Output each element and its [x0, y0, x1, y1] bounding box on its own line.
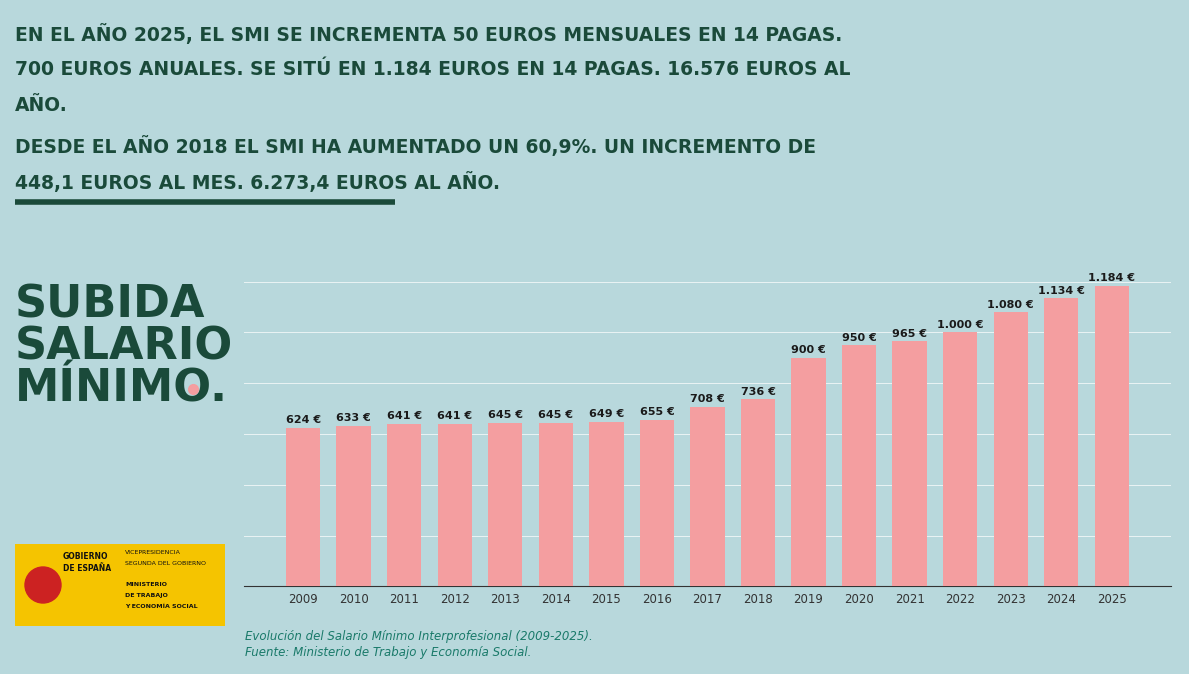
Text: MINISTERIO: MINISTERIO [125, 582, 166, 587]
Bar [438, 423, 472, 586]
Text: DE ESPAÑA: DE ESPAÑA [63, 564, 111, 573]
Text: Evolución del Salario Mínimo Interprofesional (2009-2025).: Evolución del Salario Mínimo Interprofes… [245, 630, 593, 643]
Text: 965 €: 965 € [892, 329, 927, 339]
Text: 1.184 €: 1.184 € [1088, 273, 1135, 283]
Text: 448,1 EUROS AL MES. 6.273,4 EUROS AL AÑO.: 448,1 EUROS AL MES. 6.273,4 EUROS AL AÑO… [15, 172, 501, 193]
Text: SALARIO: SALARIO [15, 326, 233, 369]
Text: Y ECONOMÍA SOCIAL: Y ECONOMÍA SOCIAL [125, 604, 197, 609]
Bar [285, 428, 320, 586]
Bar [336, 425, 371, 586]
Text: SEGUNDA DEL GOBIERNO: SEGUNDA DEL GOBIERNO [125, 561, 206, 566]
Text: 633 €: 633 € [336, 413, 371, 423]
Text: DESDE EL AÑO 2018 EL SMI HA AUMENTADO UN 60,9%. UN INCREMENTO DE: DESDE EL AÑO 2018 EL SMI HA AUMENTADO UN… [15, 136, 816, 157]
Bar [1095, 286, 1130, 586]
Text: 649 €: 649 € [589, 409, 624, 419]
Bar [994, 312, 1028, 586]
Text: SUBIDA: SUBIDA [15, 284, 206, 327]
Bar [590, 421, 623, 586]
Bar [792, 358, 825, 586]
Text: MÍNIMO.: MÍNIMO. [15, 368, 228, 411]
Text: EN EL AÑO 2025, EL SMI SE INCREMENTA 50 EUROS MENSUALES EN 14 PAGAS.: EN EL AÑO 2025, EL SMI SE INCREMENTA 50 … [15, 24, 842, 45]
Text: VICEPRESIDENCIA: VICEPRESIDENCIA [125, 550, 181, 555]
Text: 645 €: 645 € [487, 410, 523, 420]
Text: 700 EUROS ANUALES. SE SITÚ EN 1.184 EUROS EN 14 PAGAS. 16.576 EUROS AL: 700 EUROS ANUALES. SE SITÚ EN 1.184 EURO… [15, 60, 850, 79]
Text: AÑO.: AÑO. [15, 96, 68, 115]
Text: 624 €: 624 € [285, 415, 321, 425]
Bar [943, 332, 977, 586]
Text: Fuente: Ministerio de Trabajo y Economía Social.: Fuente: Ministerio de Trabajo y Economía… [245, 646, 531, 659]
Bar [691, 406, 724, 586]
Text: 1.000 €: 1.000 € [937, 320, 983, 330]
Text: 736 €: 736 € [741, 387, 775, 397]
Text: 950 €: 950 € [842, 332, 876, 342]
Text: 708 €: 708 € [690, 394, 725, 404]
Bar [386, 423, 421, 586]
Text: 900 €: 900 € [791, 345, 826, 355]
Bar [741, 400, 775, 586]
Text: 641 €: 641 € [386, 411, 422, 421]
Text: 645 €: 645 € [539, 410, 573, 420]
Text: 655 €: 655 € [640, 408, 674, 417]
Bar [539, 423, 573, 586]
Bar [640, 420, 674, 586]
Bar [1044, 299, 1078, 586]
Circle shape [25, 567, 61, 603]
FancyBboxPatch shape [15, 544, 225, 626]
Text: GOBIERNO: GOBIERNO [63, 552, 108, 561]
Bar [842, 345, 876, 586]
Text: 1.134 €: 1.134 € [1038, 286, 1084, 296]
Text: 641 €: 641 € [438, 411, 472, 421]
Text: DE TRABAJO: DE TRABAJO [125, 593, 168, 598]
Bar [893, 341, 926, 586]
Bar [489, 423, 522, 586]
Text: 1.080 €: 1.080 € [987, 299, 1034, 309]
